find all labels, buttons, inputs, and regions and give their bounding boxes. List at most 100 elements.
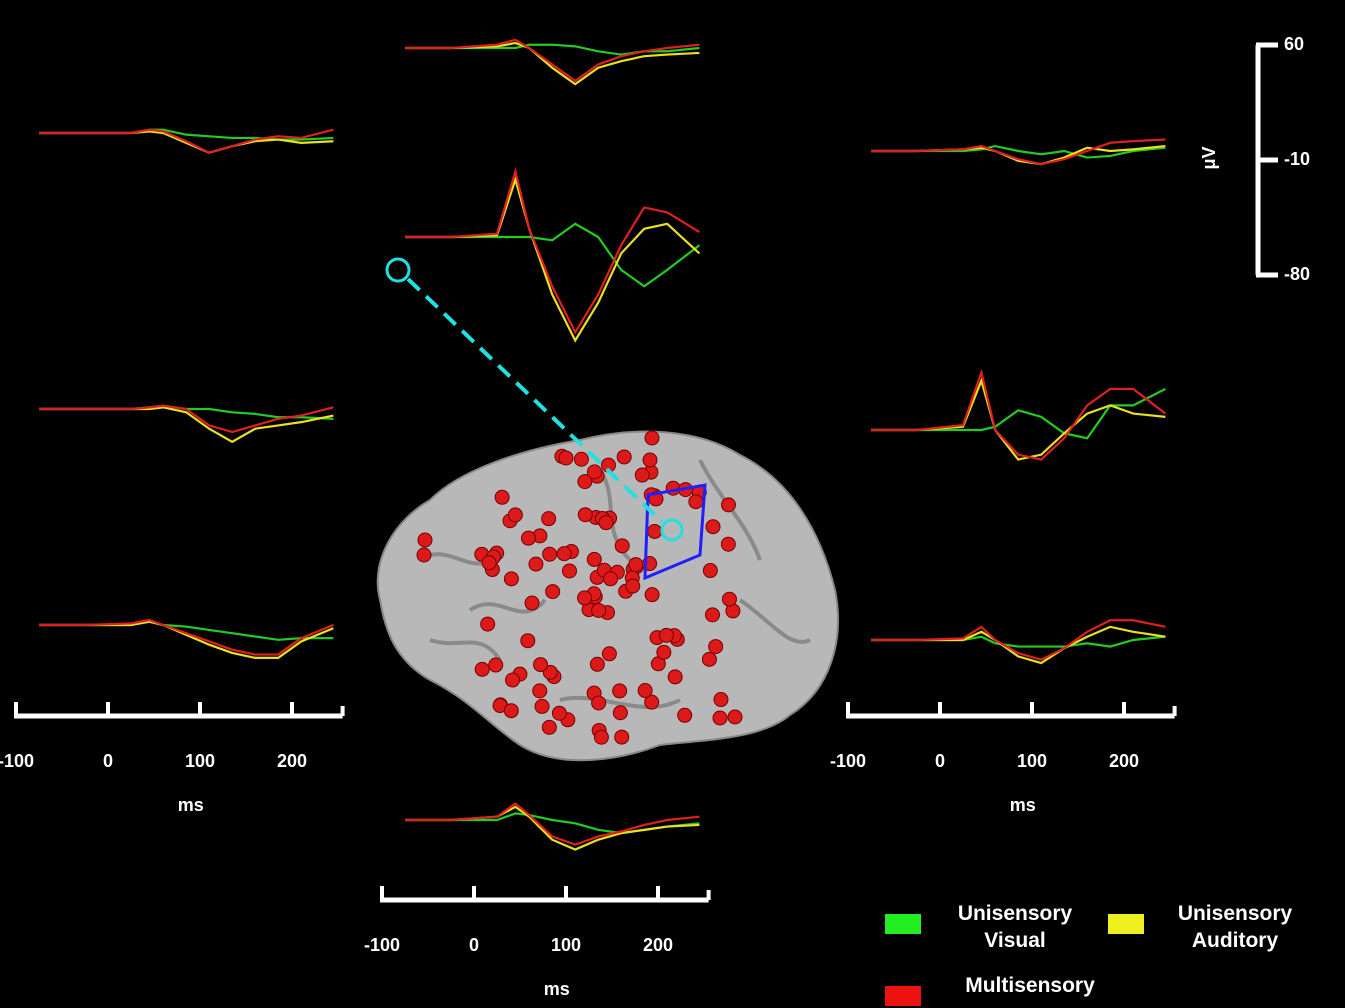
electrode: [644, 587, 660, 603]
electrode: [558, 450, 574, 466]
x-tick-label: 0: [469, 935, 479, 955]
electrode: [503, 703, 519, 719]
electrode: [577, 474, 593, 490]
electrode: [573, 451, 589, 467]
electrode: [727, 709, 743, 725]
electrode: [628, 557, 644, 573]
legend-label: Unisensory Visual: [957, 902, 1073, 952]
electrode: [688, 494, 704, 510]
electrode: [528, 556, 544, 572]
electrode: [603, 571, 619, 587]
electrode: [577, 590, 593, 606]
electrode: [647, 523, 663, 539]
electrode: [705, 519, 721, 535]
legend-label: Unisensory Auditory: [1177, 902, 1293, 952]
x-axis-label: ms: [178, 795, 204, 815]
erp-trace: [871, 377, 1166, 461]
erp-trace: [871, 625, 1166, 665]
electrode: [417, 532, 433, 548]
electrode: [534, 698, 550, 714]
electrode: [704, 607, 720, 623]
electrode: [507, 507, 523, 523]
electrode: [721, 591, 737, 607]
electrode: [556, 546, 572, 562]
electrode: [503, 571, 519, 587]
electrode: [702, 563, 718, 579]
electrode: [561, 563, 577, 579]
electrode: [612, 683, 628, 699]
legend-swatch: [885, 986, 921, 1006]
electrode: [532, 683, 548, 699]
selected-electrode: [660, 518, 684, 542]
electrode: [667, 669, 683, 685]
electrode: [658, 627, 674, 643]
legend-swatch: [885, 914, 921, 934]
electrode: [601, 646, 617, 662]
electrode: [598, 515, 614, 531]
electrode: [481, 555, 497, 571]
x-tick-label: 200: [277, 751, 307, 771]
electrode: [542, 546, 558, 562]
electrode: [720, 536, 736, 552]
x-tick-label: 200: [643, 935, 673, 955]
erp-trace: [405, 38, 700, 83]
electrode: [634, 467, 650, 483]
electrode: [416, 547, 432, 563]
x-tick-label: -100: [364, 935, 400, 955]
erp-trace: [39, 404, 334, 434]
x-tick-label: 100: [185, 751, 215, 771]
x-tick-label: 100: [1017, 751, 1047, 771]
electrode: [720, 497, 736, 513]
electrode: [488, 657, 504, 673]
x-tick-label: -100: [0, 751, 34, 771]
scale-tick-label: 60: [1284, 34, 1304, 54]
electrode: [520, 633, 536, 649]
electrode: [494, 489, 510, 505]
brain-surface: [376, 430, 839, 762]
electrode: [701, 651, 717, 667]
erp-trace: [871, 144, 1166, 159]
electrode: [541, 511, 557, 527]
electrode: [644, 430, 660, 446]
connector: [406, 277, 664, 524]
erp-trace: [405, 175, 701, 343]
electrode: [591, 602, 607, 618]
electrode: [533, 657, 549, 673]
electrode: [712, 710, 728, 726]
electrode: [612, 705, 628, 721]
erp-trace: [871, 368, 1167, 461]
electrode: [505, 672, 521, 688]
erp-trace: [871, 144, 1166, 166]
electrode: [551, 705, 567, 721]
erp-trace: [405, 167, 700, 335]
brain: [376, 430, 839, 762]
electrode: [708, 639, 724, 655]
electrode: [713, 692, 729, 708]
electrode: [642, 452, 658, 468]
marker-circle: [385, 257, 411, 283]
electrode: [593, 729, 609, 745]
legend-label: Multisensory: [965, 974, 1095, 997]
x-tick-label: 0: [103, 751, 113, 771]
electrode: [677, 707, 693, 723]
erp-trace: [871, 619, 1166, 661]
electrode: [614, 538, 630, 554]
erp-trace: [39, 128, 334, 154]
electrode: [474, 661, 490, 677]
erp-trace: [871, 635, 1166, 648]
scale-tick-label: -80: [1284, 264, 1310, 284]
electrode: [656, 644, 672, 660]
electrode: [644, 694, 660, 710]
electrode: [577, 507, 593, 523]
electrode: [616, 449, 632, 465]
erp-trace: [39, 406, 334, 444]
x-tick-label: 0: [935, 751, 945, 771]
x-tick-label: 200: [1109, 751, 1139, 771]
electrode: [614, 729, 630, 745]
x-tick-label: -100: [830, 751, 866, 771]
electrode: [586, 551, 602, 567]
electrode: [541, 719, 557, 735]
electrode: [589, 656, 605, 672]
